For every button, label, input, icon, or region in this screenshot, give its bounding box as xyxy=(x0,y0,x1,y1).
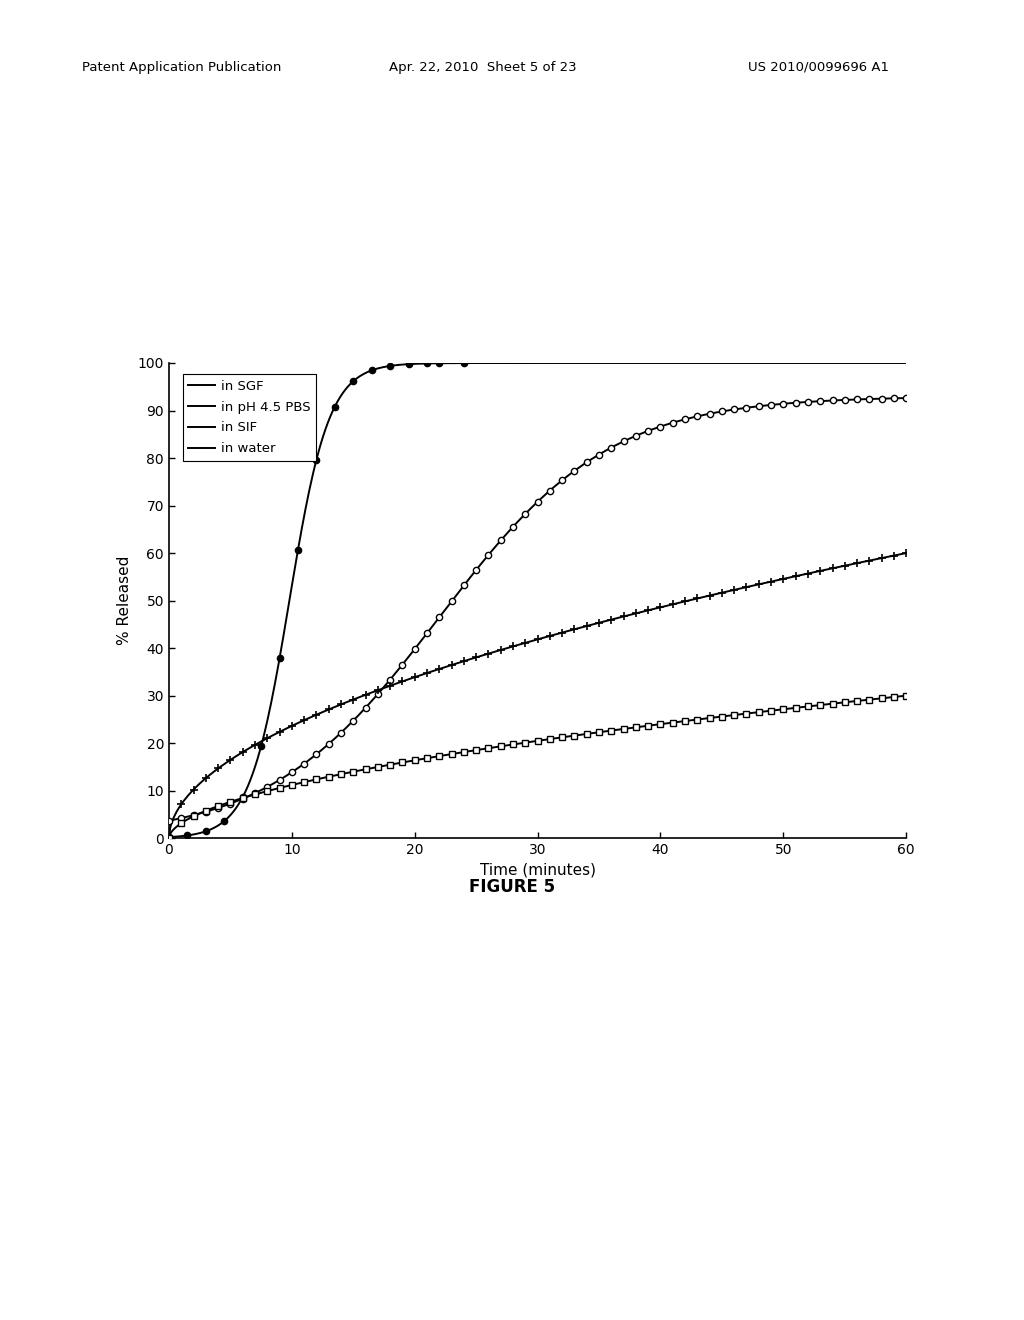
in SGF xyxy=(718,355,730,371)
in pH 4.5 PBS xyxy=(497,531,509,546)
in SGF xyxy=(163,829,175,845)
Line: in pH 4.5 PBS: in pH 4.5 PBS xyxy=(169,399,906,821)
in SGF xyxy=(900,355,912,371)
in pH 4.5 PBS xyxy=(352,708,365,723)
in pH 4.5 PBS xyxy=(597,444,609,459)
in SIF xyxy=(655,599,668,615)
Line: in SIF: in SIF xyxy=(169,553,906,838)
in SIF xyxy=(163,830,175,846)
Text: US 2010/0099696 A1: US 2010/0099696 A1 xyxy=(748,61,889,74)
in pH 4.5 PBS xyxy=(900,391,912,407)
in SGF xyxy=(497,355,509,371)
Line: in SGF: in SGF xyxy=(169,363,906,837)
in water xyxy=(293,775,305,791)
in SGF xyxy=(655,355,668,371)
in SIF xyxy=(293,714,305,730)
in SIF xyxy=(352,689,365,705)
in water xyxy=(597,723,609,739)
in SIF xyxy=(900,545,912,561)
in SIF xyxy=(497,642,509,657)
Text: Apr. 22, 2010  Sheet 5 of 23: Apr. 22, 2010 Sheet 5 of 23 xyxy=(389,61,577,74)
Legend: in SGF, in pH 4.5 PBS, in SIF, in water: in SGF, in pH 4.5 PBS, in SIF, in water xyxy=(183,375,316,461)
in water xyxy=(655,717,668,733)
in water xyxy=(163,830,175,846)
in pH 4.5 PBS xyxy=(293,759,305,775)
in pH 4.5 PBS xyxy=(163,813,175,829)
in SGF xyxy=(293,533,305,549)
in SIF xyxy=(718,585,730,601)
in water xyxy=(352,763,365,779)
in pH 4.5 PBS xyxy=(718,403,730,418)
in SIF xyxy=(597,614,609,630)
in SGF xyxy=(352,370,365,385)
Line: in water: in water xyxy=(169,696,906,838)
in SGF xyxy=(597,355,609,371)
in water xyxy=(900,688,912,704)
in water xyxy=(497,738,509,754)
Y-axis label: % Released: % Released xyxy=(117,556,132,645)
X-axis label: Time (minutes): Time (minutes) xyxy=(479,862,596,878)
Text: Patent Application Publication: Patent Application Publication xyxy=(82,61,282,74)
Text: FIGURE 5: FIGURE 5 xyxy=(469,878,555,896)
in water xyxy=(718,709,730,725)
in pH 4.5 PBS xyxy=(655,418,668,434)
